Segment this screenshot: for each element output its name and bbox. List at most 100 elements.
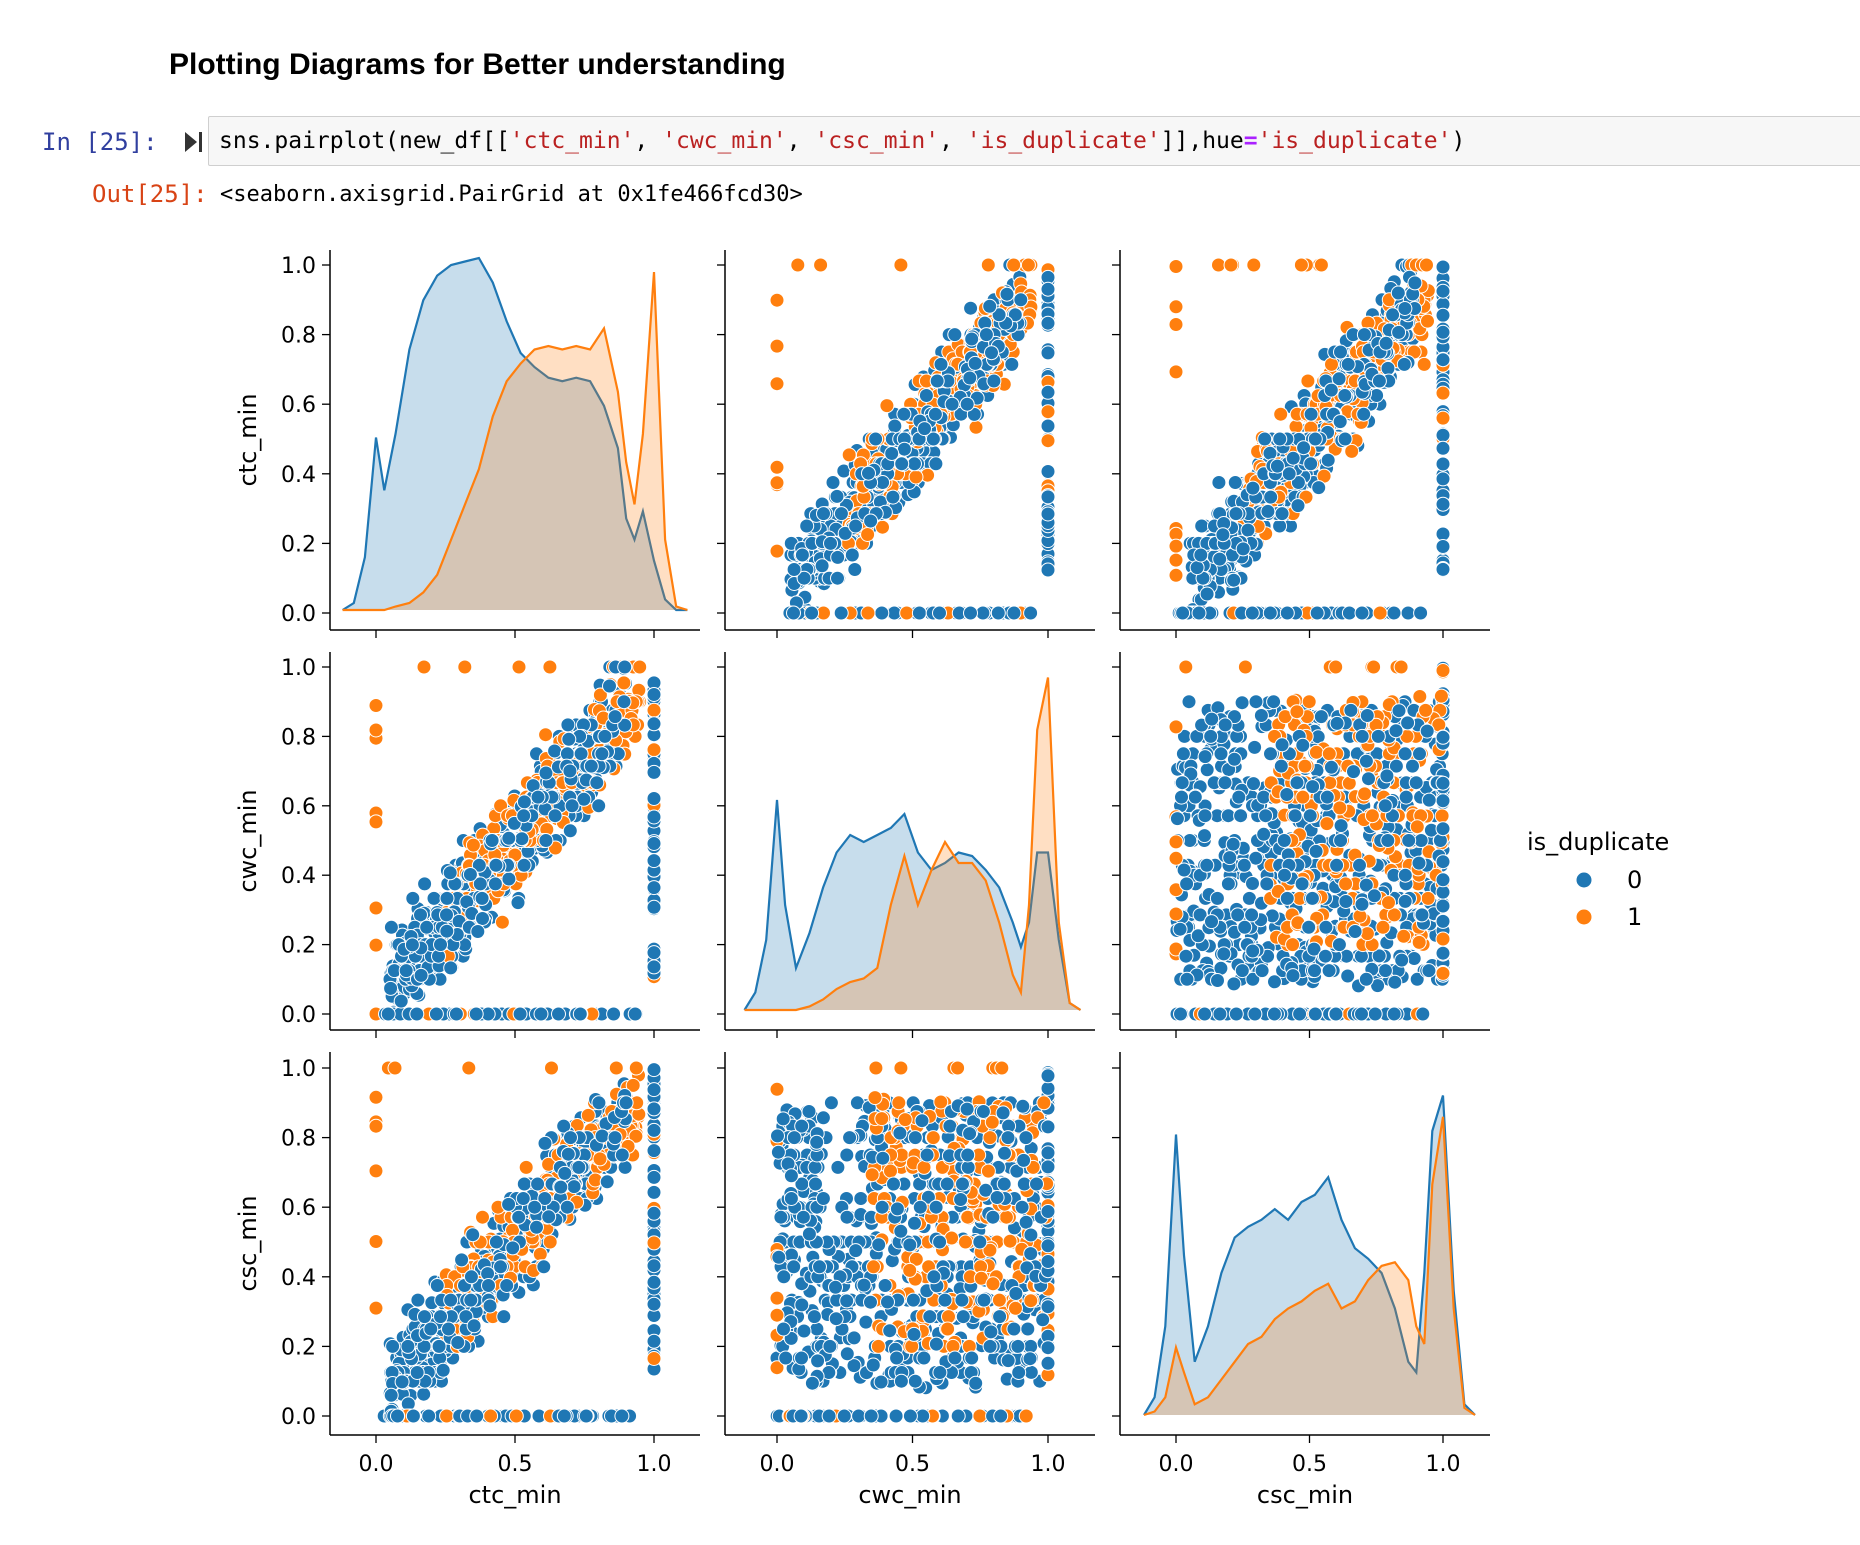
scatter-point-class1 — [1393, 659, 1409, 675]
scatter-point-class0 — [1220, 876, 1236, 892]
scatter-point-class0 — [1263, 489, 1279, 505]
scatter-point-class0 — [1191, 605, 1207, 621]
scatter-point-class0 — [1391, 703, 1407, 719]
scatter-point-class0 — [1337, 431, 1353, 447]
scatter-point-class0 — [1407, 275, 1423, 291]
y-tick-label: 0.4 — [281, 864, 316, 889]
output-prompt: Out[25]: — [92, 180, 208, 208]
scatter-point-class1 — [1168, 259, 1184, 274]
scatter-point-class0 — [1292, 1006, 1308, 1022]
y-tick-label: 0.6 — [281, 795, 316, 820]
scatter-point-class0 — [1397, 301, 1413, 316]
scatter-point-class0 — [442, 865, 458, 881]
scatter-point-class0 — [1435, 307, 1451, 323]
scatter-point-class0 — [830, 549, 846, 565]
scatter-point-class0 — [1204, 711, 1220, 727]
scatter-point-class1 — [1301, 694, 1317, 710]
scatter-point-class0 — [1256, 826, 1272, 842]
run-cell-icon[interactable] — [183, 130, 205, 154]
scatter-point-class0 — [1385, 307, 1401, 323]
scatter-point-class1 — [511, 659, 527, 675]
scatter-point-class0 — [1435, 283, 1451, 299]
scatter-point-class0 — [1354, 728, 1370, 744]
scatter-point-class0 — [562, 823, 578, 839]
code-string: 'ctc_min' — [509, 128, 635, 154]
scatter-point-class0 — [516, 794, 532, 810]
y-tick-label: 0.8 — [281, 324, 316, 349]
scatter-point-class0 — [1328, 1006, 1344, 1022]
scatter-point-class1 — [769, 338, 785, 354]
scatter-point-class0 — [572, 1006, 588, 1022]
scatter-point-class1 — [1434, 808, 1450, 824]
scatter-point-class0 — [1244, 605, 1260, 621]
scatter-point-class0 — [1217, 717, 1233, 733]
scatter-point-class1 — [457, 659, 473, 675]
scatter-point-class0 — [796, 570, 812, 586]
scatter-point-class0 — [982, 298, 998, 314]
scatter-point-class0 — [1189, 560, 1205, 576]
scatter-point-class0 — [1343, 702, 1359, 718]
scatter-point-class0 — [1358, 971, 1374, 987]
y-tick-label: 0.0 — [281, 1003, 316, 1028]
scatter-point-class0 — [1231, 789, 1247, 805]
kde-line-class0 — [342, 256, 688, 612]
scatter-point-class0 — [1173, 1006, 1188, 1022]
scatter-point-class0 — [1421, 792, 1437, 808]
scatter-point-class0 — [1023, 605, 1039, 621]
scatter-point-class0 — [1258, 808, 1274, 824]
scatter-point-class0 — [1245, 876, 1260, 891]
y-tick-label: 0.8 — [281, 725, 316, 750]
scatter-point-class0 — [646, 959, 662, 975]
scatter-point-class0 — [830, 570, 845, 586]
scatter-point-class0 — [1209, 890, 1225, 906]
scatter-point-class0 — [1040, 418, 1056, 434]
scatter-point-class0 — [1406, 951, 1422, 966]
scatter-point-class0 — [1267, 974, 1282, 990]
scatter-point-class0 — [927, 406, 943, 422]
scatter-point-class1 — [813, 257, 829, 273]
scatter-point-class0 — [547, 808, 563, 824]
scatter-point-class1 — [518, 1159, 534, 1175]
scatter-point-class0 — [591, 798, 607, 814]
scatter-point-class0 — [1419, 723, 1435, 739]
scatter-point-class1 — [368, 698, 384, 713]
code-cell-editor[interactable]: sns.pairplot(new_df[['ctc_min', 'cwc_min… — [208, 116, 1860, 166]
scatter-point-class0 — [1247, 1006, 1263, 1022]
scatter-point-class0 — [984, 345, 999, 361]
scatter-point-class0 — [1175, 605, 1191, 621]
scatter-point-class0 — [1266, 694, 1282, 710]
scatter-point-class0 — [874, 605, 890, 621]
scatter-point-class0 — [929, 373, 945, 389]
scatter-point-class0 — [1296, 440, 1312, 456]
scatter-point-class0 — [510, 895, 526, 911]
scatter-point-class0 — [627, 1006, 643, 1022]
scatter-point-class0 — [1172, 921, 1188, 937]
scatter-point-class0 — [1435, 526, 1451, 542]
scatter-point-class0 — [380, 1006, 396, 1022]
scatter-point-class0 — [844, 547, 860, 563]
scatter-point-class0 — [1435, 898, 1451, 914]
scatter-point-class0 — [448, 1006, 464, 1022]
scatter-point-class1 — [542, 659, 558, 675]
scatter-point-class0 — [1413, 605, 1429, 621]
scatter-point-class1 — [1308, 744, 1324, 760]
scatter-point-class0 — [1244, 907, 1260, 923]
scatter-point-class0 — [1040, 281, 1056, 297]
scatter-point-class0 — [1378, 335, 1394, 351]
scatter-point-class0 — [1379, 768, 1395, 784]
scatter-point-class1 — [646, 702, 662, 718]
scatter-point-class0 — [1435, 872, 1451, 888]
scatter-point-class0 — [646, 716, 662, 732]
scatter-point-class0 — [911, 605, 927, 621]
scatter-point-class0 — [1317, 948, 1333, 964]
scatter-point-class0 — [1340, 356, 1356, 372]
scatter-point-class1 — [1435, 931, 1451, 947]
scatter-point-class0 — [1396, 356, 1412, 372]
scatter-point-class1 — [1168, 317, 1184, 332]
scatter-point-class0 — [1304, 890, 1320, 906]
scatter-point-class1 — [1420, 890, 1436, 906]
scatter-point-class0 — [978, 327, 994, 343]
scatter-point-class0 — [1217, 775, 1233, 791]
scatter-point-class0 — [1230, 907, 1246, 923]
scatter-point-class1 — [908, 469, 924, 485]
